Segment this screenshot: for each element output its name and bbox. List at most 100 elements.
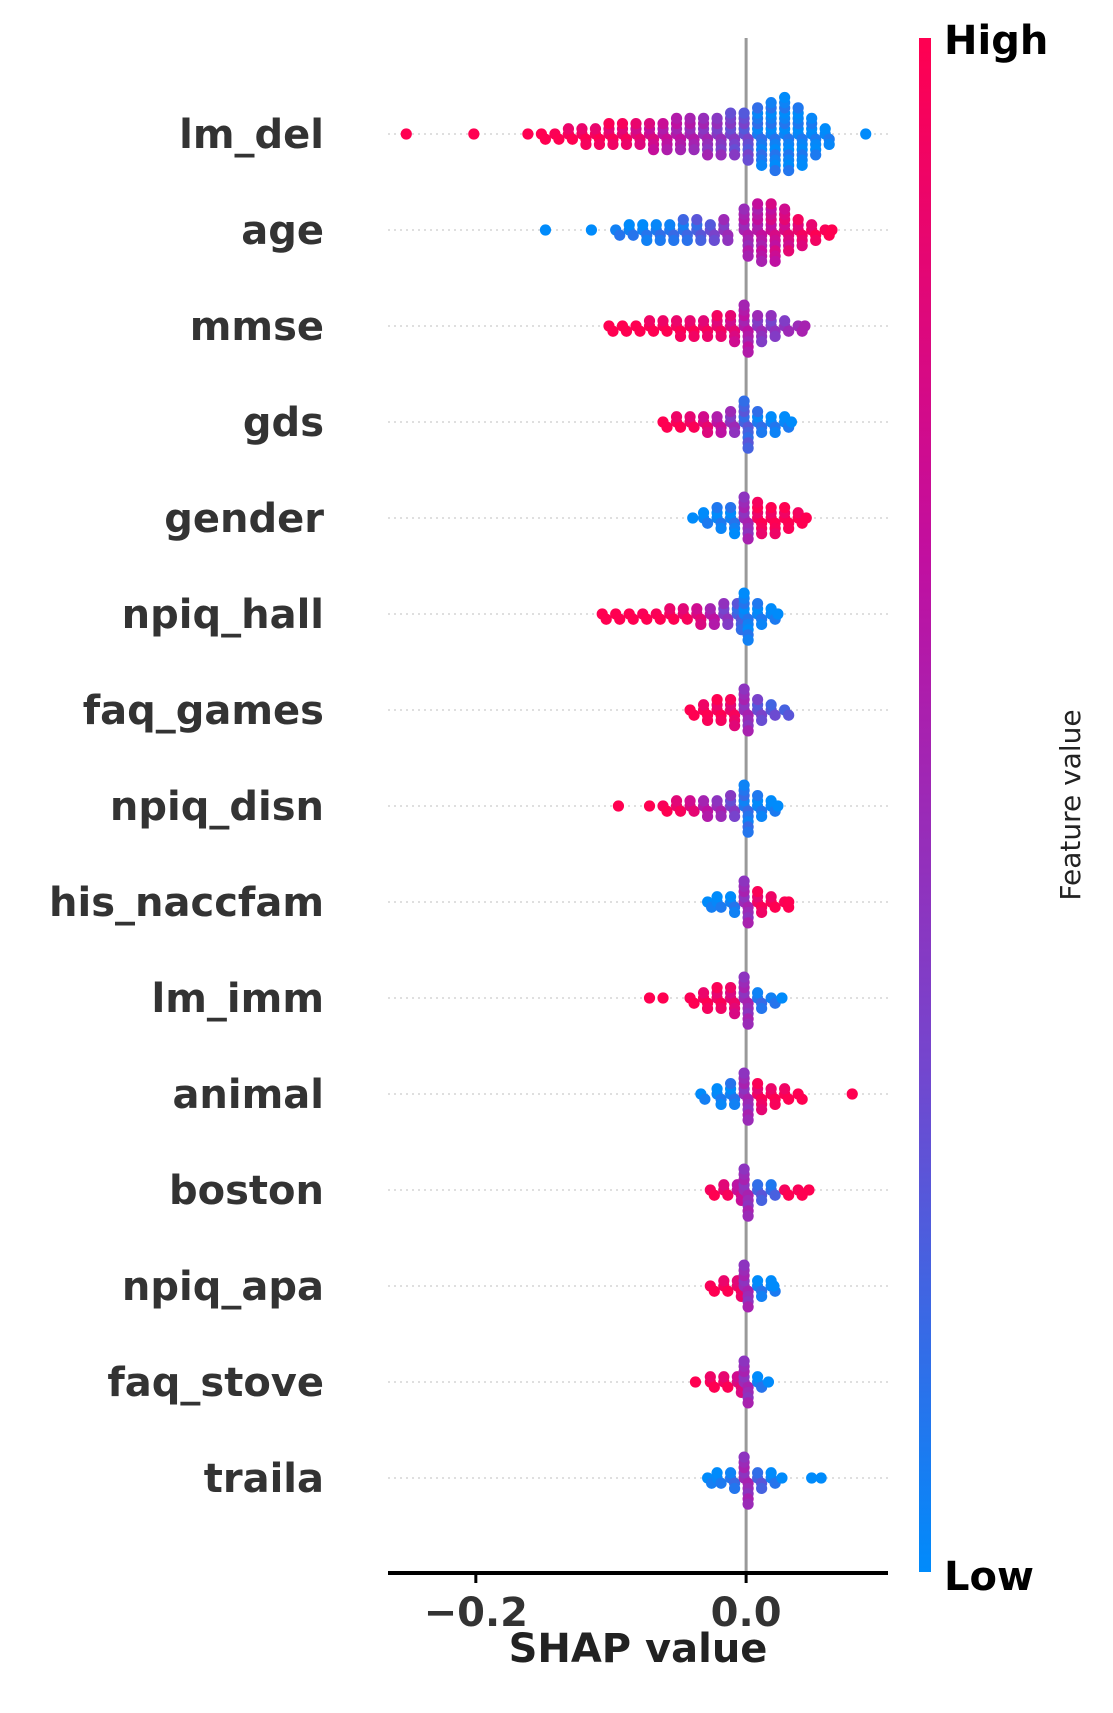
shap-point [783,1093,795,1105]
shap-point [826,224,838,236]
shap-point [641,234,653,247]
shap-point [742,634,754,646]
shap-point [593,138,606,151]
shap-point [711,693,723,706]
shap-point [756,1194,768,1207]
shap-point [704,219,716,231]
shap-point [742,1301,754,1313]
shap-point [688,805,700,817]
shap-point [701,426,714,439]
shap-point [620,138,633,151]
shap-point [718,1275,730,1287]
shap-point [718,1179,730,1191]
shap-point [752,1179,764,1191]
shap-point [742,1114,754,1126]
shap-point [752,1077,764,1090]
shap-point [779,315,791,327]
feature-label: his_naccfam [49,880,324,926]
shap-point [756,1104,768,1116]
shap-point [677,603,689,615]
shap-point [687,512,699,524]
shap-point [742,250,754,262]
shap-point [722,1381,734,1393]
shap-point [641,613,653,625]
shap-point [711,1467,723,1479]
shap-point [806,219,818,231]
shap-point [711,981,723,994]
shap-point [765,97,777,109]
shap-point [718,597,730,610]
shap-point [742,1397,754,1409]
shap-point [674,330,687,343]
shap-point [627,613,639,625]
shap-point [697,795,710,807]
shap-point [657,992,669,1004]
shap-point [614,613,626,625]
shap-point [752,789,764,802]
shap-point [670,795,683,807]
shap-point [688,330,700,343]
shap-point [674,421,687,433]
shap-point [728,906,741,919]
shap-point [701,810,714,823]
shap-point [616,117,629,130]
shap-point [607,325,619,337]
shap-point [580,138,592,151]
shap-point [585,224,598,236]
shap-point [711,411,723,423]
feature-label: age [241,208,324,254]
shap-point [772,800,784,812]
shap-point [783,709,795,721]
shap-point [796,1093,808,1105]
shap-point [553,133,565,145]
shap-point [765,1467,777,1479]
shap-point [684,315,696,327]
shap-point [752,597,764,610]
shap-point [684,795,696,807]
shap-point [796,240,808,252]
shap-point [783,522,795,535]
shap-point [697,507,710,519]
shap-point [742,917,754,929]
shap-point [715,330,727,343]
shap-point [765,501,777,514]
shap-point [643,800,656,812]
shap-point [711,891,723,903]
shap-point [752,405,764,418]
shap-point [765,1083,777,1095]
shap-point [684,112,696,124]
shap-point [765,198,777,210]
shap-point [654,613,666,625]
shap-point [799,320,811,332]
shap-point [708,1189,720,1201]
shap-point [738,587,750,599]
shap-point [688,709,700,721]
shap-point [756,1290,768,1303]
shap-point [738,107,750,119]
shap-point [765,891,777,903]
shap-point [722,618,734,631]
shap-point [697,411,710,423]
shap-point [576,123,588,135]
shap-point [670,411,683,423]
shap-point [715,1002,727,1015]
shap-point [769,330,781,343]
shap-point [688,144,700,156]
shap-point [647,325,660,337]
shap-point [738,971,750,983]
shap-point [819,123,831,135]
shap-point [704,1371,716,1383]
shap-point [722,234,734,247]
shap-point [765,699,777,711]
shap-point [779,203,791,215]
shap-point [715,714,727,727]
shap-point [752,198,764,210]
shap-point [772,608,784,620]
shap-point [607,138,619,151]
shap-point [728,336,741,348]
shap-point [718,213,730,226]
shap-point [756,255,768,267]
shap-point [738,1355,750,1367]
shap-point [728,1098,741,1111]
shap-point [738,203,750,215]
